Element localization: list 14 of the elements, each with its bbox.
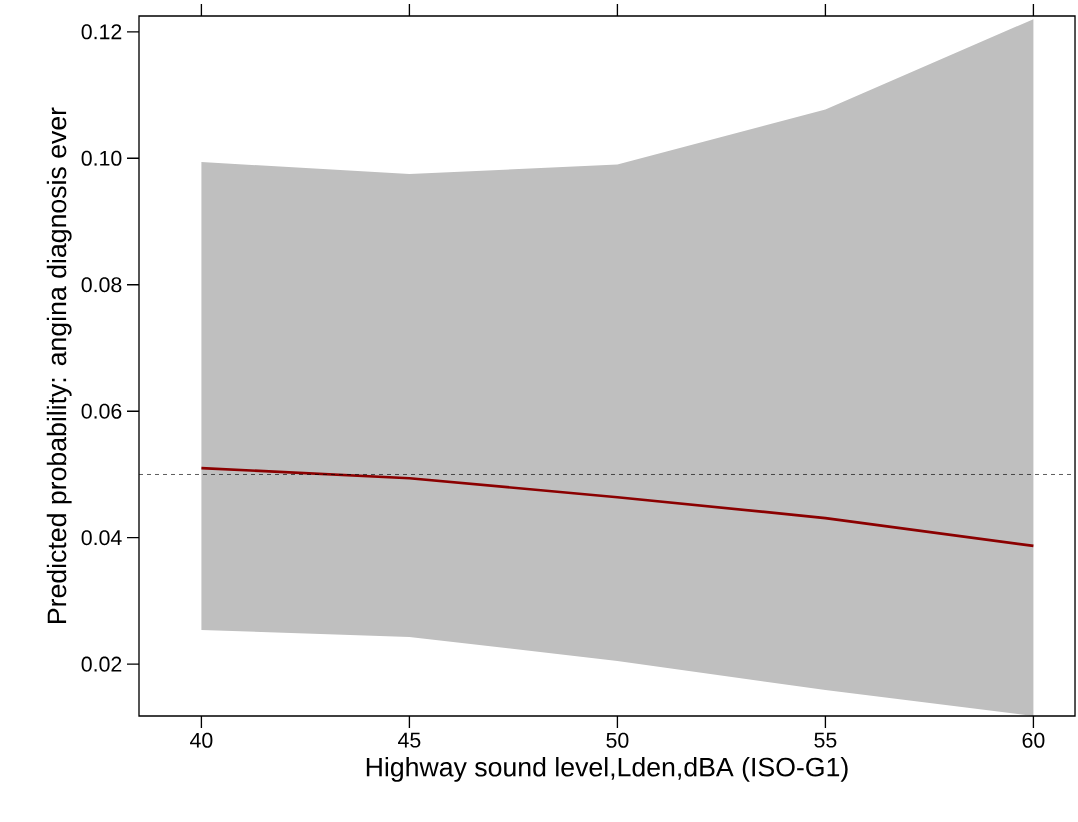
x-tick-label: 50	[606, 732, 629, 748]
x-tick-label: 45	[398, 732, 421, 748]
y-tick-label: 0.12	[81, 24, 122, 40]
line-series	[200, 466, 1035, 548]
y-tick-label: 0.10	[81, 150, 122, 166]
x-tick-label: 60	[1022, 732, 1045, 748]
x-axis-title: Highway sound level,Lden,dBA (ISO-G1)	[366, 756, 848, 782]
x-tick-label: 55	[814, 732, 837, 748]
y-axis-title: Predicted probability: angina diagnosis ever	[46, 107, 72, 623]
x-tick-label: 40	[190, 732, 213, 748]
y-tick-label: 0.04	[81, 530, 122, 546]
y-tick-label: 0.02	[81, 656, 122, 672]
y-tick-label: 0.08	[81, 277, 122, 293]
y-tick-label: 0.06	[81, 403, 122, 419]
